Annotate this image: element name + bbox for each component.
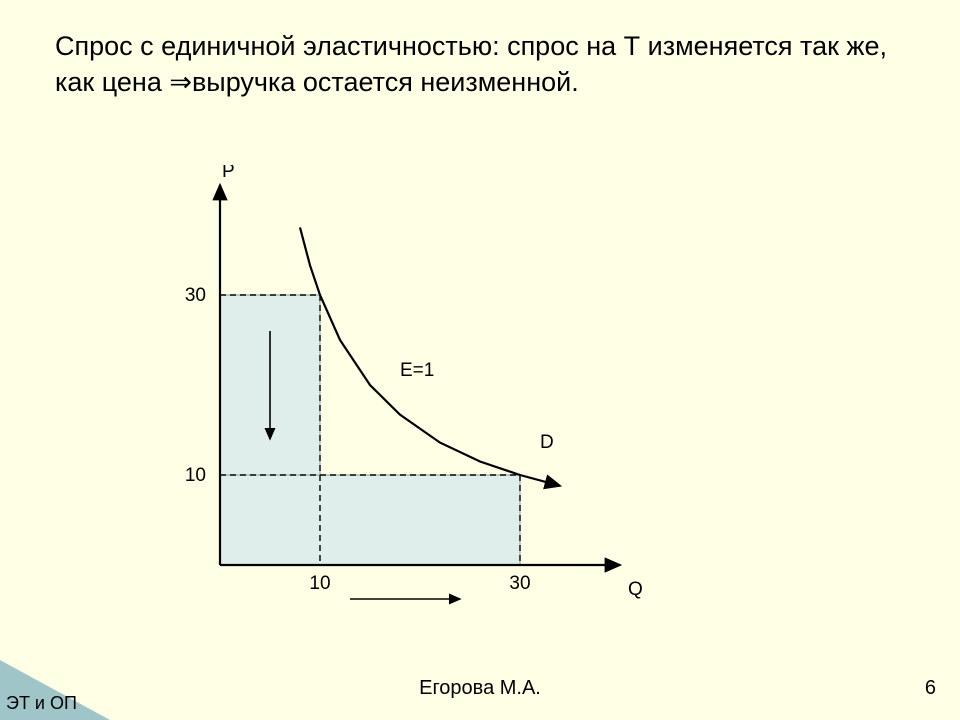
footer-author: Егорова М.А.: [0, 677, 960, 700]
y-tick-label: 30: [185, 285, 206, 306]
x-tick-label: 30: [509, 573, 530, 594]
revenue-rectangle: [220, 475, 520, 565]
x-tick-label: 10: [309, 573, 330, 594]
page-number: 6: [925, 677, 936, 700]
y-axis-label: P: [222, 165, 235, 182]
x-axis-label: Q: [628, 579, 643, 600]
y-tick-label: 10: [185, 465, 206, 486]
demand-chart: 30 10 10 30 P Q E=1 D: [140, 165, 660, 635]
chart-container: 30 10 10 30 P Q E=1 D: [140, 165, 660, 635]
slide-title: Спрос с единичной эластичностью: спрос н…: [55, 28, 905, 101]
curve-label: D: [540, 432, 554, 453]
slide: Спрос с единичной эластичностью: спрос н…: [0, 0, 960, 720]
corner-label: ЭТ и ОП: [6, 693, 77, 714]
elasticity-label: E=1: [400, 360, 434, 381]
demand-curve: [300, 228, 560, 486]
